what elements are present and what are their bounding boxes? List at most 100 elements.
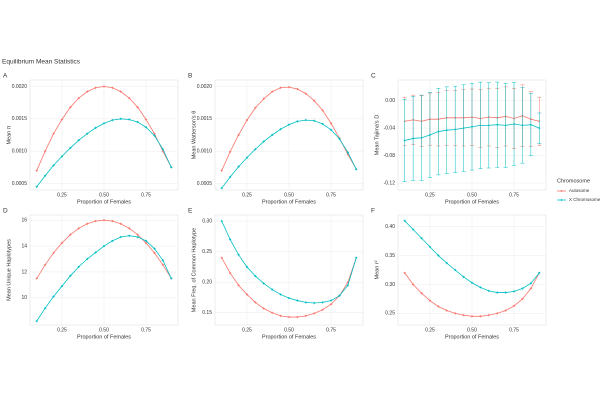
point bbox=[330, 128, 332, 131]
point bbox=[262, 140, 265, 143]
x-tick-label: 0.75 bbox=[509, 327, 519, 333]
point bbox=[262, 97, 265, 100]
point bbox=[496, 312, 499, 315]
point bbox=[136, 236, 139, 238]
point bbox=[471, 125, 473, 128]
point bbox=[445, 309, 448, 312]
point bbox=[445, 129, 448, 132]
point bbox=[296, 299, 299, 302]
point bbox=[161, 259, 164, 262]
point bbox=[52, 252, 55, 254]
y-tick-label: 0.0005 bbox=[197, 181, 213, 187]
point bbox=[52, 164, 55, 167]
point bbox=[229, 238, 232, 241]
point bbox=[296, 120, 299, 123]
point bbox=[288, 86, 290, 89]
point bbox=[246, 119, 248, 122]
point bbox=[119, 236, 122, 238]
point bbox=[77, 139, 80, 142]
x-axis-label: Proportion of Females bbox=[262, 334, 316, 340]
point bbox=[69, 233, 72, 236]
x-tick-label: 0.25 bbox=[425, 327, 435, 333]
point bbox=[445, 262, 448, 264]
figure-title: Equilibrium Mean Statistics bbox=[2, 59, 81, 66]
point bbox=[321, 109, 324, 112]
point bbox=[237, 253, 240, 256]
y-tick-label: 0.20 bbox=[202, 280, 212, 286]
x-axis-label: Proportion of Females bbox=[445, 199, 499, 205]
point bbox=[237, 165, 240, 168]
x-tick-label: 0.75 bbox=[326, 192, 336, 198]
point bbox=[136, 121, 139, 123]
point bbox=[462, 127, 465, 130]
point bbox=[487, 314, 490, 317]
point bbox=[119, 117, 122, 120]
point bbox=[220, 256, 223, 259]
point bbox=[136, 233, 139, 236]
point bbox=[153, 132, 156, 135]
y-tick-label: 10 bbox=[21, 295, 27, 301]
point bbox=[355, 168, 358, 171]
y-axis-label: Mean Freq. of Common Haplotype bbox=[191, 228, 197, 312]
point bbox=[504, 291, 507, 294]
point bbox=[220, 220, 223, 223]
x-tick-label: 0.50 bbox=[99, 327, 109, 333]
point bbox=[504, 309, 507, 312]
point bbox=[513, 123, 515, 125]
panel-label: B bbox=[188, 73, 192, 80]
point bbox=[521, 287, 524, 290]
point bbox=[229, 150, 232, 153]
point bbox=[403, 219, 406, 222]
point bbox=[94, 126, 97, 129]
point bbox=[61, 285, 63, 288]
x-axis-label: Proportion of Females bbox=[445, 334, 499, 340]
point bbox=[321, 123, 324, 125]
point bbox=[529, 287, 532, 290]
point bbox=[86, 132, 89, 135]
y-tick-label: 0.40 bbox=[385, 224, 395, 230]
point bbox=[338, 294, 341, 297]
point bbox=[220, 169, 223, 172]
point bbox=[170, 166, 173, 169]
x-axis-label: Proportion of Females bbox=[77, 334, 131, 340]
point bbox=[437, 130, 440, 133]
point bbox=[94, 251, 97, 254]
point bbox=[338, 137, 341, 140]
point bbox=[52, 295, 55, 298]
point bbox=[254, 301, 257, 304]
point bbox=[128, 97, 131, 100]
point bbox=[429, 299, 431, 302]
point bbox=[44, 150, 47, 153]
point bbox=[288, 297, 290, 300]
point bbox=[496, 291, 499, 294]
point bbox=[313, 312, 316, 315]
point bbox=[103, 122, 105, 125]
point bbox=[161, 263, 164, 266]
y-tick-label: -0.12 bbox=[384, 180, 396, 186]
y-tick-label: 0.30 bbox=[202, 218, 212, 224]
point bbox=[237, 134, 240, 136]
y-tick-label: 0.0010 bbox=[12, 149, 28, 155]
point bbox=[313, 302, 316, 304]
y-tick-label: 14 bbox=[21, 243, 27, 249]
point bbox=[412, 137, 415, 140]
point bbox=[279, 86, 282, 89]
panel-label: A bbox=[3, 73, 8, 80]
point bbox=[437, 305, 440, 308]
point bbox=[330, 303, 332, 306]
point bbox=[128, 227, 131, 230]
point bbox=[119, 222, 122, 225]
point bbox=[313, 99, 316, 102]
legend-point bbox=[560, 190, 563, 192]
y-tick-label: -0.08 bbox=[384, 153, 396, 159]
legend-title: Chromosome bbox=[557, 178, 590, 184]
point bbox=[304, 301, 307, 304]
point bbox=[271, 288, 274, 291]
point bbox=[77, 265, 80, 268]
point bbox=[77, 227, 80, 230]
y-tick-label: 0.0005 bbox=[12, 181, 28, 187]
point bbox=[35, 277, 38, 280]
point bbox=[304, 314, 307, 317]
point bbox=[271, 311, 274, 314]
